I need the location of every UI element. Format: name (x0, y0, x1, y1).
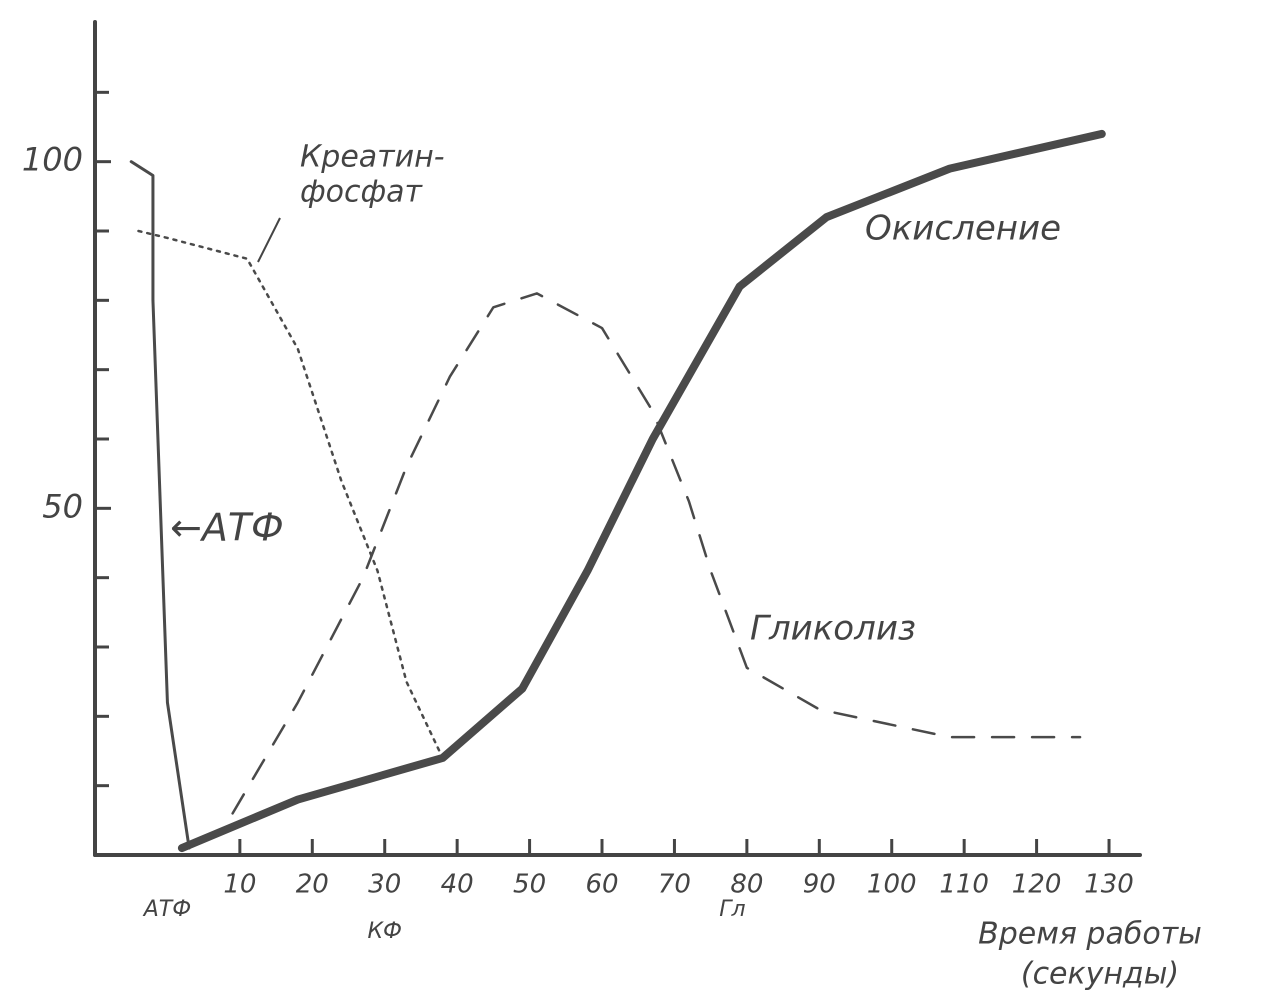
x-tick-label: 60 (585, 870, 618, 900)
x-tick-label: 90 (803, 870, 836, 900)
x-tick-label: 50 (513, 870, 546, 900)
x-tick-label: 10 (223, 870, 256, 900)
series-line (233, 293, 1080, 813)
arrow (258, 218, 280, 262)
annotation: Креатин- (300, 140, 445, 175)
phase-label: КФ (367, 919, 402, 944)
phase-label: АТФ (142, 897, 191, 922)
x-tick-label: 20 (296, 870, 329, 900)
chart: Креатин- фосфат Окисление Гликолиз ←АТФ … (0, 0, 1288, 1003)
phase-label: Гл (719, 897, 745, 922)
x-tick-label: 70 (658, 870, 691, 900)
annotation: Окисление (865, 209, 1061, 249)
x-tick-label: 110 (939, 870, 989, 900)
y-tick-label: 100 (22, 141, 83, 179)
x-axis-title: Время работы (978, 917, 1202, 952)
annotation: Гликолиз (750, 609, 916, 649)
annotation: фосфат (300, 175, 424, 210)
x-tick-label: 30 (368, 870, 401, 900)
x-tick-label: 40 (441, 870, 474, 900)
x-tick-label: 130 (1084, 870, 1134, 900)
x-tick-label: 100 (867, 870, 917, 900)
series-line (138, 231, 442, 758)
x-tick-label: 80 (730, 870, 763, 900)
page: Креатин- фосфат Окисление Гликолиз ←АТФ … (0, 0, 1288, 1003)
annotation: ←АТФ (170, 506, 284, 550)
x-axis-title: (секунды) (1021, 957, 1179, 992)
y-tick-label: 50 (42, 487, 83, 525)
x-tick-label: 120 (1012, 870, 1062, 900)
